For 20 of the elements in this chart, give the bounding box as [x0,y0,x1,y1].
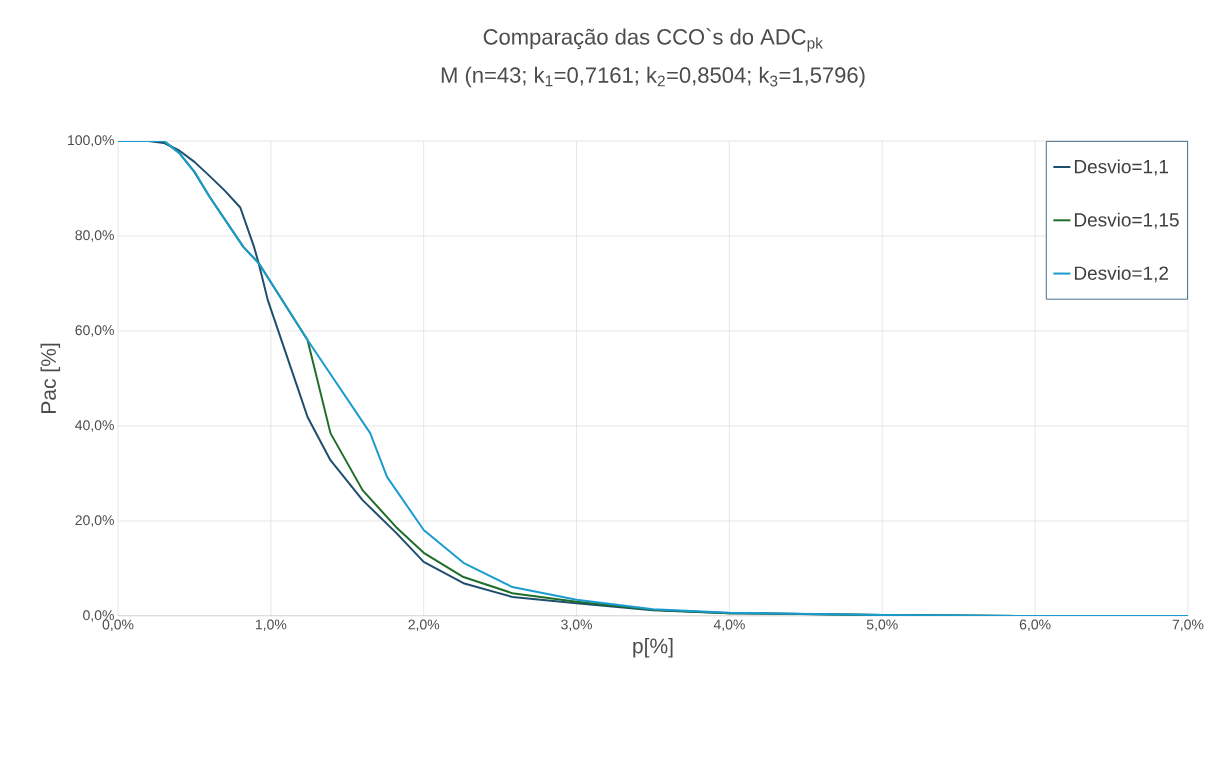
y-tick-label: 40,0% [75,420,114,432]
x-tick-label: 5,0% [866,619,898,632]
x-tick-label: 2,0% [408,619,440,632]
y-axis-title: Pac [%] [40,343,61,413]
x-tick-label: 1,0% [255,619,287,632]
y-tick-label: 20,0% [75,515,114,527]
chart-title: Comparação das CCO`s do ADC$_{pk}$ [483,28,823,52]
line-series [118,140,1188,616]
y-tick-label: 60,0% [75,325,114,337]
x-tick-label: 7,0% [1172,619,1204,632]
y-tick-label: 100,0% [68,135,114,147]
x-axis-title: p[%] [633,637,673,658]
y-tick-label: 80,0% [75,230,114,242]
legend-label: Desvio=1,15 [1074,212,1179,229]
legend-label: Desvio=1,1 [1074,159,1169,176]
chart-subtitle: M (n=43; k$_{1}$=0,7161; k$_{2}$=0,8504; k$_{3}$=1,5796) [441,66,865,88]
x-tick-label: 3,0% [561,619,593,632]
legend-label: Desvio=1,2 [1074,265,1169,283]
x-tick-label: 6,0% [1019,619,1051,632]
x-tick-label: 4,0% [713,619,745,632]
